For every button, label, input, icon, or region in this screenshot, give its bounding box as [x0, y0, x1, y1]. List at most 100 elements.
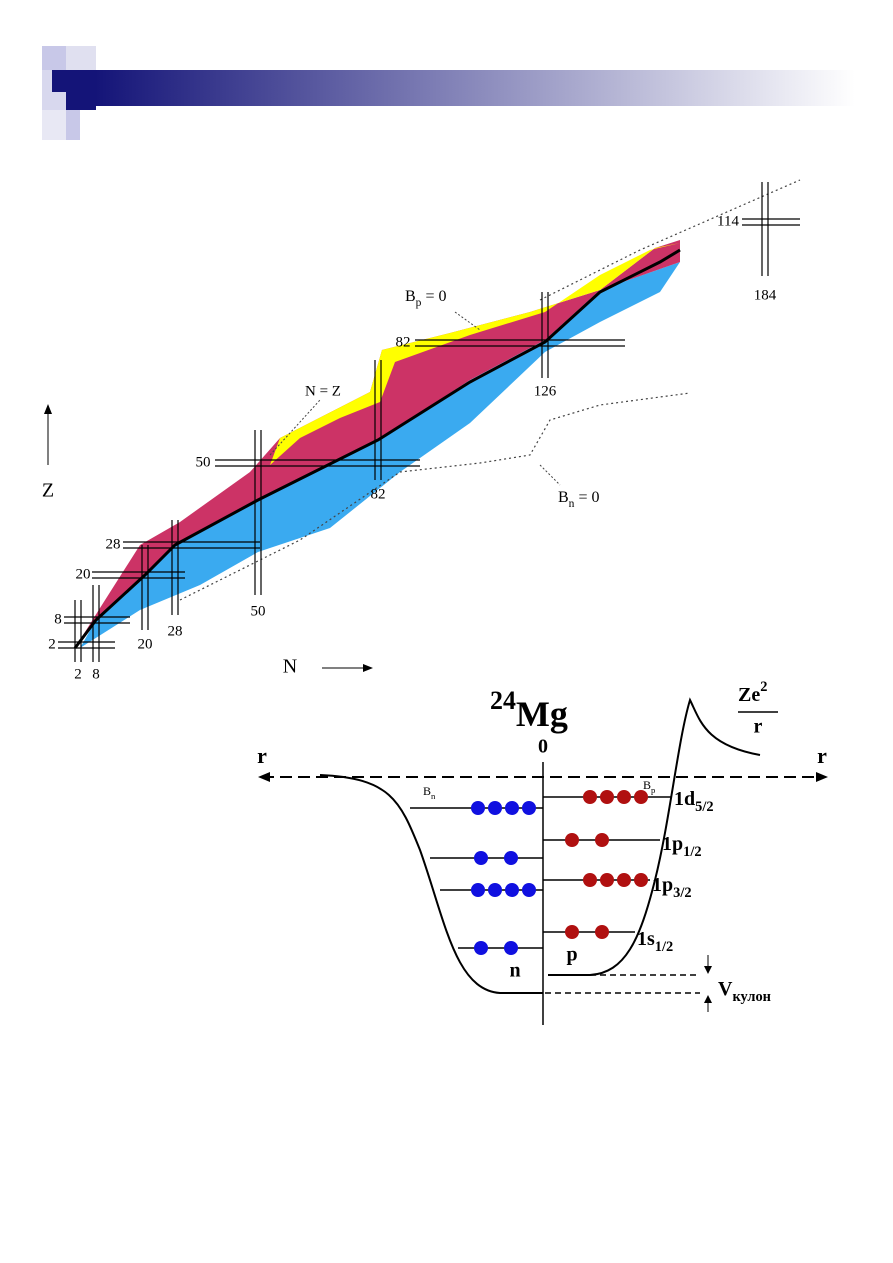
bp-label: Bp — [643, 778, 655, 795]
neutron-drip-line — [179, 392, 691, 601]
neutron-dot — [504, 941, 518, 955]
deco-square — [66, 46, 96, 70]
magic-n-label: 50 — [251, 603, 266, 619]
axis-label-n: N — [283, 656, 297, 678]
coulomb-denominator: r — [754, 716, 763, 738]
proton-dot — [634, 790, 648, 804]
proton-drip-label-part: = 0 — [421, 288, 446, 305]
neutron-dot — [505, 801, 519, 815]
header-bar — [95, 70, 855, 106]
neutron-dot — [488, 883, 502, 897]
axis-label-z: Z — [42, 480, 54, 502]
nucleus-title-part: 24 — [490, 686, 516, 715]
proton-dot — [565, 833, 579, 847]
v-coulomb-label: Vкулон — [718, 978, 771, 1006]
axis-label-r: r — [257, 743, 267, 768]
proton-dot — [617, 873, 631, 887]
n-eq-z-label: N = Z — [305, 383, 341, 399]
proton-dot — [583, 873, 597, 887]
bn-label-part: n — [431, 791, 436, 801]
nucleus-title: 24Mg — [490, 686, 568, 734]
arrow-head — [816, 772, 828, 782]
neutron-dot — [522, 883, 536, 897]
level-label: 1s1/2 — [637, 928, 673, 956]
neutron-label: n — [509, 960, 520, 982]
leader-line — [269, 399, 321, 456]
arrow-head — [258, 772, 270, 782]
magic-n-label: 2 — [74, 666, 82, 682]
proton-dot — [595, 833, 609, 847]
magic-z-label: 2 — [48, 636, 56, 652]
level-label: 1p1/2 — [662, 833, 702, 861]
origin-label: 0 — [538, 736, 548, 758]
neutron-dots — [474, 851, 518, 865]
proton-dot — [600, 873, 614, 887]
coulomb-numerator-part: Ze — [738, 684, 760, 706]
deco-square — [52, 70, 66, 92]
arrow-head — [704, 966, 712, 974]
magic-z-label: 20 — [76, 566, 91, 582]
proton-rich-region — [75, 240, 680, 648]
magic-n-label: 20 — [138, 636, 153, 652]
proton-drip-line — [539, 179, 801, 301]
proton-dots — [565, 833, 609, 847]
proton-dots — [583, 790, 648, 804]
level-label-part: 5/2 — [695, 799, 713, 815]
arrow-head — [363, 664, 373, 672]
coulomb-numerator: Ze2 — [738, 679, 767, 705]
header-decoration — [42, 46, 855, 140]
proton-label: p — [566, 944, 577, 966]
neutron-well — [319, 774, 543, 994]
level-label: 1d5/2 — [674, 788, 714, 816]
magic-z-label: 114 — [717, 213, 739, 229]
bp-label-part: p — [651, 785, 655, 795]
magic-n-label: 126 — [534, 383, 557, 399]
neutron-dot — [522, 801, 536, 815]
nucleus-title-part: Mg — [516, 694, 568, 734]
proton-drip-label: Bp = 0 — [405, 288, 446, 309]
level-label-part: 1s — [637, 928, 655, 950]
proton-dots — [583, 873, 648, 887]
proton-dot — [565, 925, 579, 939]
proton-dot — [634, 873, 648, 887]
stability-line — [73, 248, 681, 649]
arrow-head — [704, 995, 712, 1003]
level-label-part: 1p — [662, 833, 683, 855]
level-label-part: 1d — [674, 788, 695, 810]
level-label-part: 1p — [652, 874, 673, 896]
leader-line — [539, 464, 561, 486]
neutron-dot — [504, 851, 518, 865]
bn-label-part: B — [423, 784, 431, 798]
v-coulomb-label-part: V — [718, 978, 733, 1000]
axis-label-r: r — [817, 743, 827, 768]
magic-n-label: 28 — [168, 623, 183, 639]
level-label-part: 1/2 — [683, 844, 701, 860]
neutron-dot — [474, 851, 488, 865]
level-label-part: 1/2 — [655, 939, 673, 955]
arrow-head — [44, 404, 52, 414]
neutron-drip-label: Bn = 0 — [558, 489, 599, 510]
deco-square — [42, 110, 66, 140]
magic-n-label: 8 — [92, 666, 100, 682]
level-label-part: 3/2 — [673, 885, 691, 901]
proton-dot — [617, 790, 631, 804]
deco-square — [42, 46, 66, 70]
neutron-dots — [474, 941, 518, 955]
bn-label: Bn — [423, 784, 436, 801]
v-coulomb-label-part: кулон — [732, 989, 771, 1005]
neutron-drip-label-part: = 0 — [574, 489, 599, 506]
deco-square — [66, 70, 96, 110]
neutron-drip-label-part: B — [558, 489, 569, 506]
neutron-dot — [505, 883, 519, 897]
magic-n-label: 184 — [754, 287, 777, 303]
proton-dot — [595, 925, 609, 939]
coulomb-numerator-part: 2 — [760, 679, 767, 695]
neutron-dot — [471, 883, 485, 897]
leader-line — [454, 311, 481, 331]
proton-dots — [565, 925, 609, 939]
magic-z-label: 28 — [106, 536, 121, 552]
deco-square — [66, 110, 80, 140]
